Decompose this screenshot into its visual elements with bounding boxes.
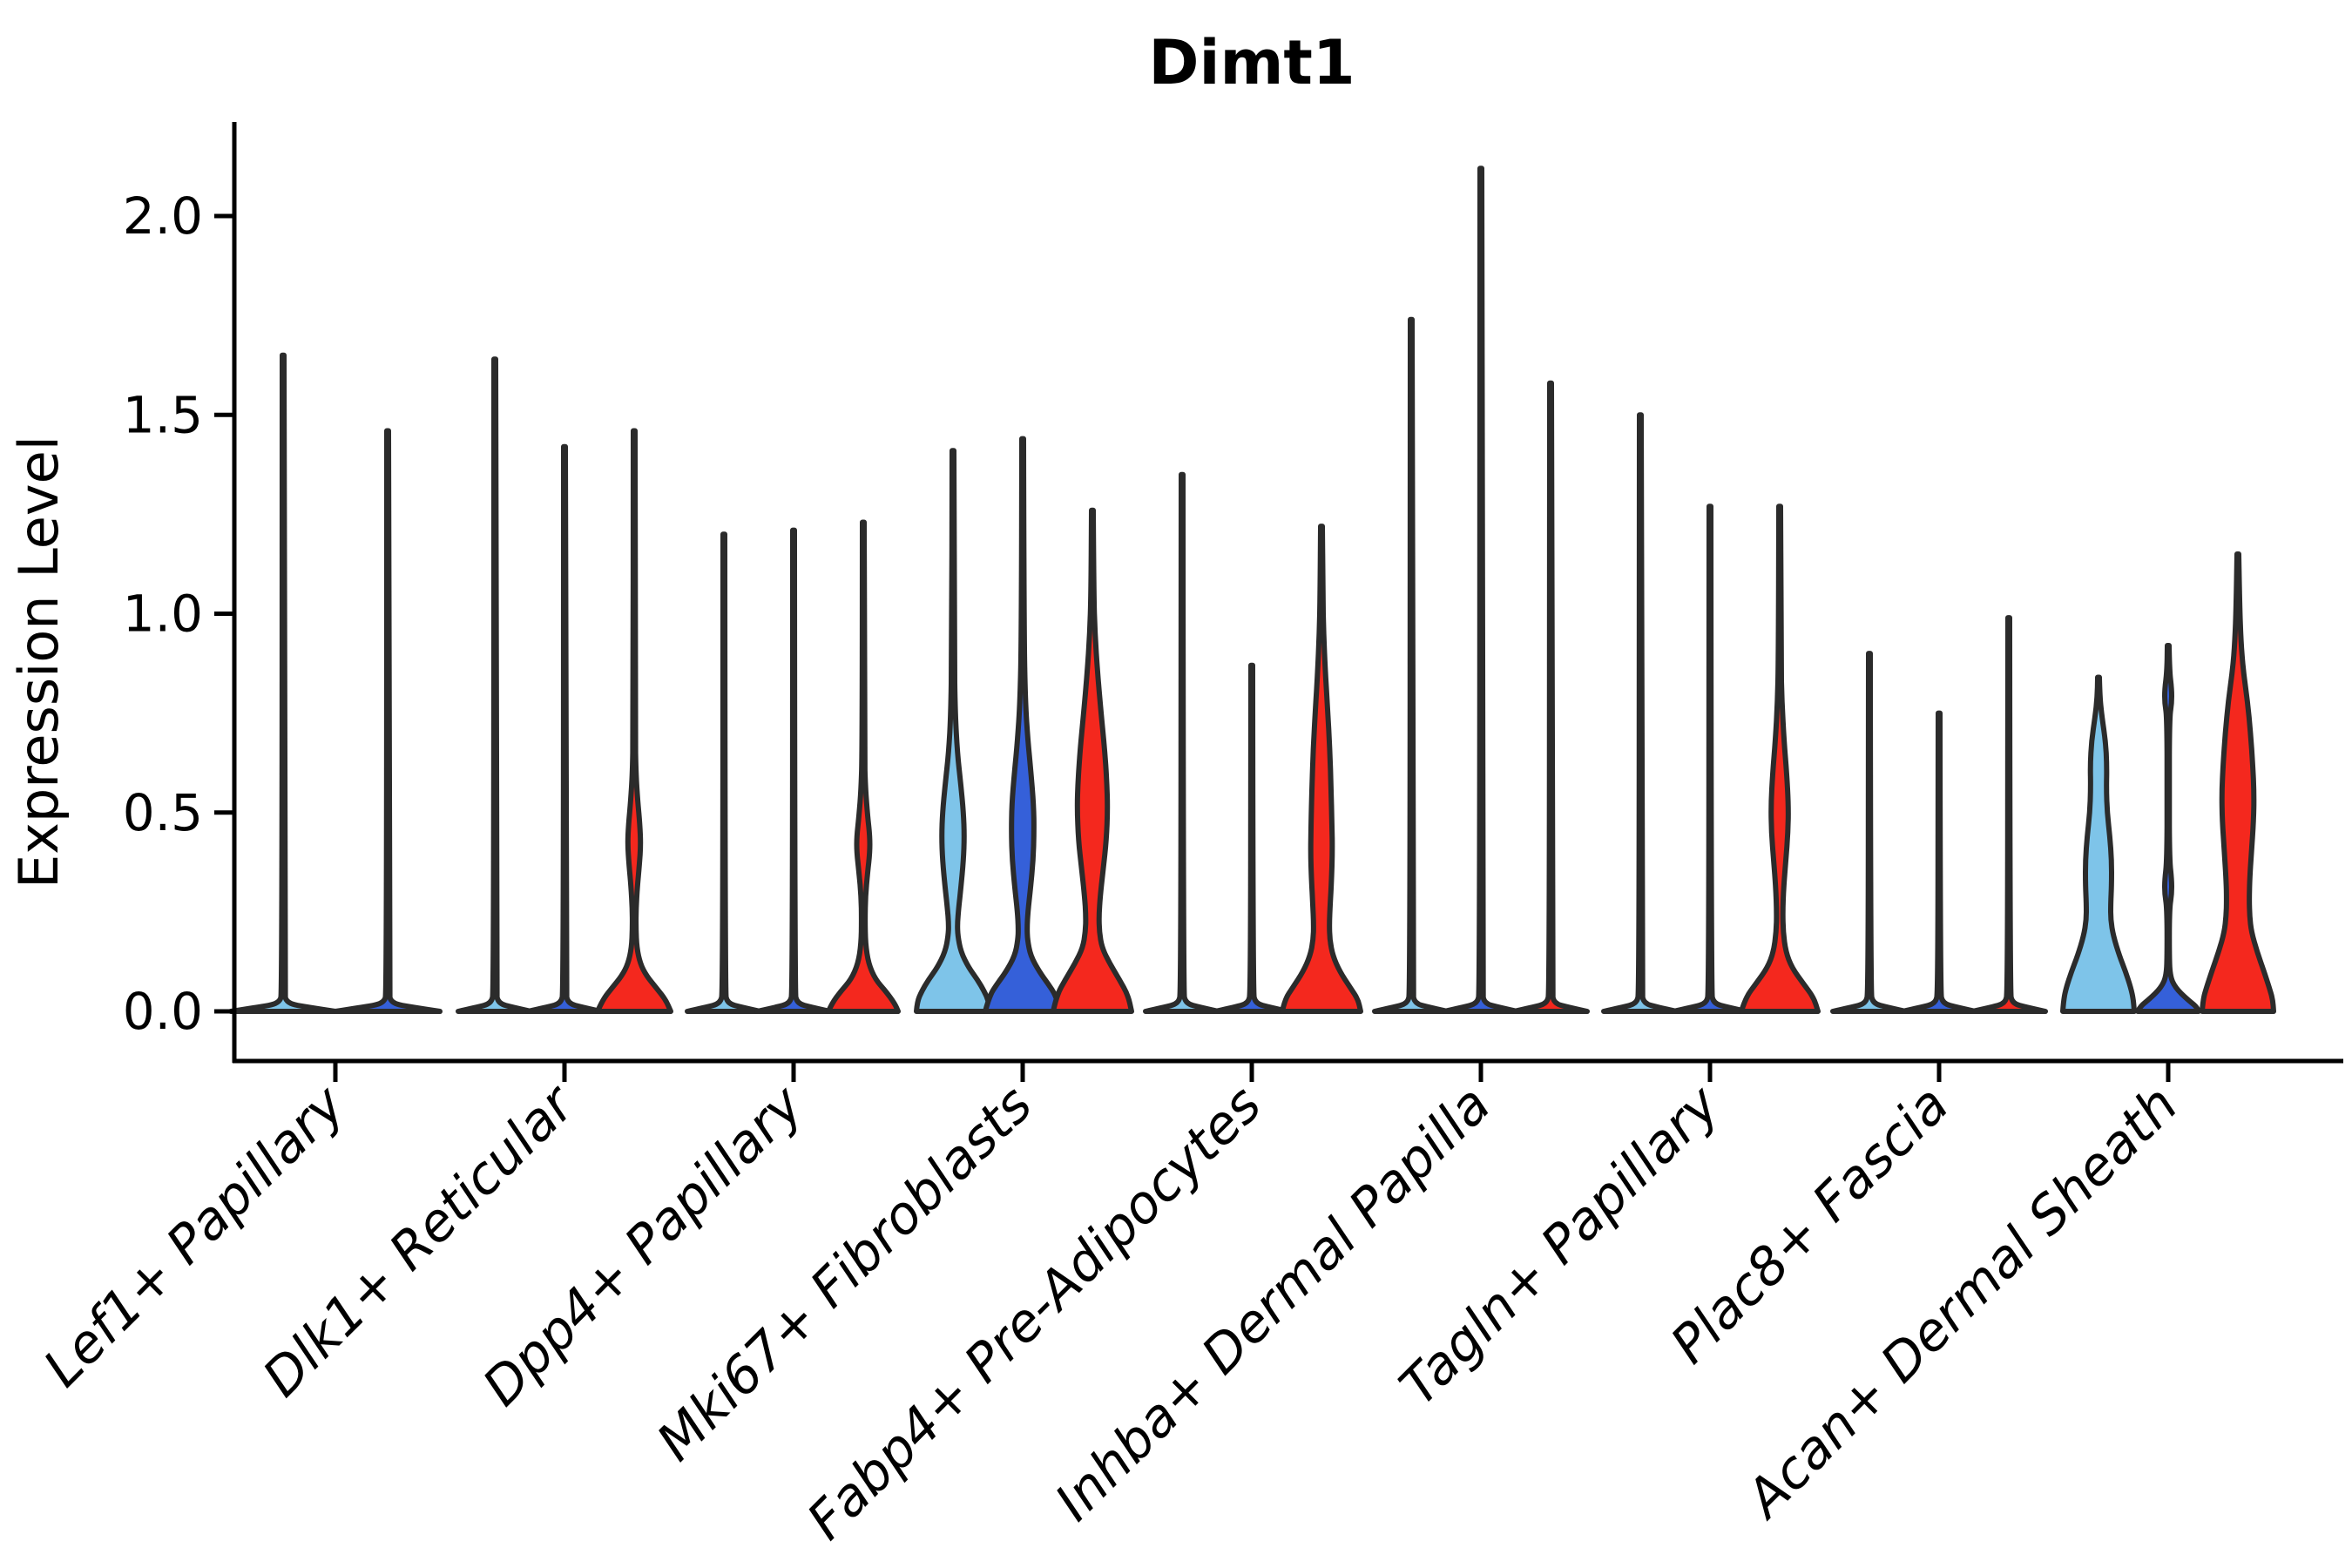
violin-3-red <box>1051 507 1134 1014</box>
y-tick-label: 0.0 <box>123 982 203 1041</box>
violin-1-red <box>595 428 673 1014</box>
violin-6-dark_blue <box>1671 504 1749 1014</box>
violin-6-red <box>1739 504 1821 1014</box>
violin-5-dark_blue <box>1442 166 1520 1014</box>
violin-6-light_blue <box>1601 412 1680 1014</box>
x-tick-label: Mki67+ Fibroblasts <box>645 1074 1044 1473</box>
violin-1-dark_blue <box>525 443 604 1014</box>
y-tick-label: 1.5 <box>123 385 203 444</box>
x-tick-label-group: Fabp4+ Pre-Adipocytes <box>795 1074 1273 1551</box>
violin-5-light_blue <box>1372 316 1450 1014</box>
y-tick-label: 0.5 <box>123 783 203 842</box>
x-tick-label-group: Acan+ Dermal Sheath <box>1733 1074 2190 1531</box>
y-tick-label: 2.0 <box>123 186 203 246</box>
x-tick-label-group: Mki67+ Fibroblasts <box>645 1074 1044 1473</box>
x-tick-label-group: Inhba+ Dermal Papilla <box>1044 1074 1502 1532</box>
violin-1-light_blue <box>456 356 534 1014</box>
violin-8-light_blue <box>2060 674 2137 1014</box>
violin-4-red <box>1280 524 1363 1014</box>
x-tick-label: Inhba+ Dermal Papilla <box>1044 1074 1502 1532</box>
x-tick-label: Fabp4+ Pre-Adipocytes <box>795 1074 1273 1551</box>
violin-2-dark_blue <box>754 527 833 1014</box>
violin-3-light_blue <box>914 448 992 1014</box>
violin-5-red <box>1511 380 1590 1014</box>
y-axis-label: Expression Level <box>7 436 71 889</box>
violin-7-dark_blue <box>1900 710 1978 1014</box>
violin-0-light_blue <box>228 352 338 1014</box>
chart-title: Dimt1 <box>1148 27 1355 98</box>
violin-8-red <box>2200 551 2276 1014</box>
violin-2-red <box>826 519 901 1014</box>
violin-4-light_blue <box>1143 471 1221 1014</box>
violin-4-dark_blue <box>1213 662 1291 1014</box>
y-tick-label: 1.0 <box>123 585 203 644</box>
violin-7-red <box>1970 615 2048 1014</box>
violin-2-light_blue <box>685 531 763 1014</box>
violin-7-light_blue <box>1830 651 1909 1014</box>
violin-3-dark_blue <box>983 436 1063 1014</box>
violin-0-dark_blue <box>333 428 443 1014</box>
y-axis-label-group: Expression Level <box>7 436 71 889</box>
x-tick-label: Acan+ Dermal Sheath <box>1733 1074 2190 1531</box>
violin-8-dark_blue <box>2135 643 2201 1014</box>
